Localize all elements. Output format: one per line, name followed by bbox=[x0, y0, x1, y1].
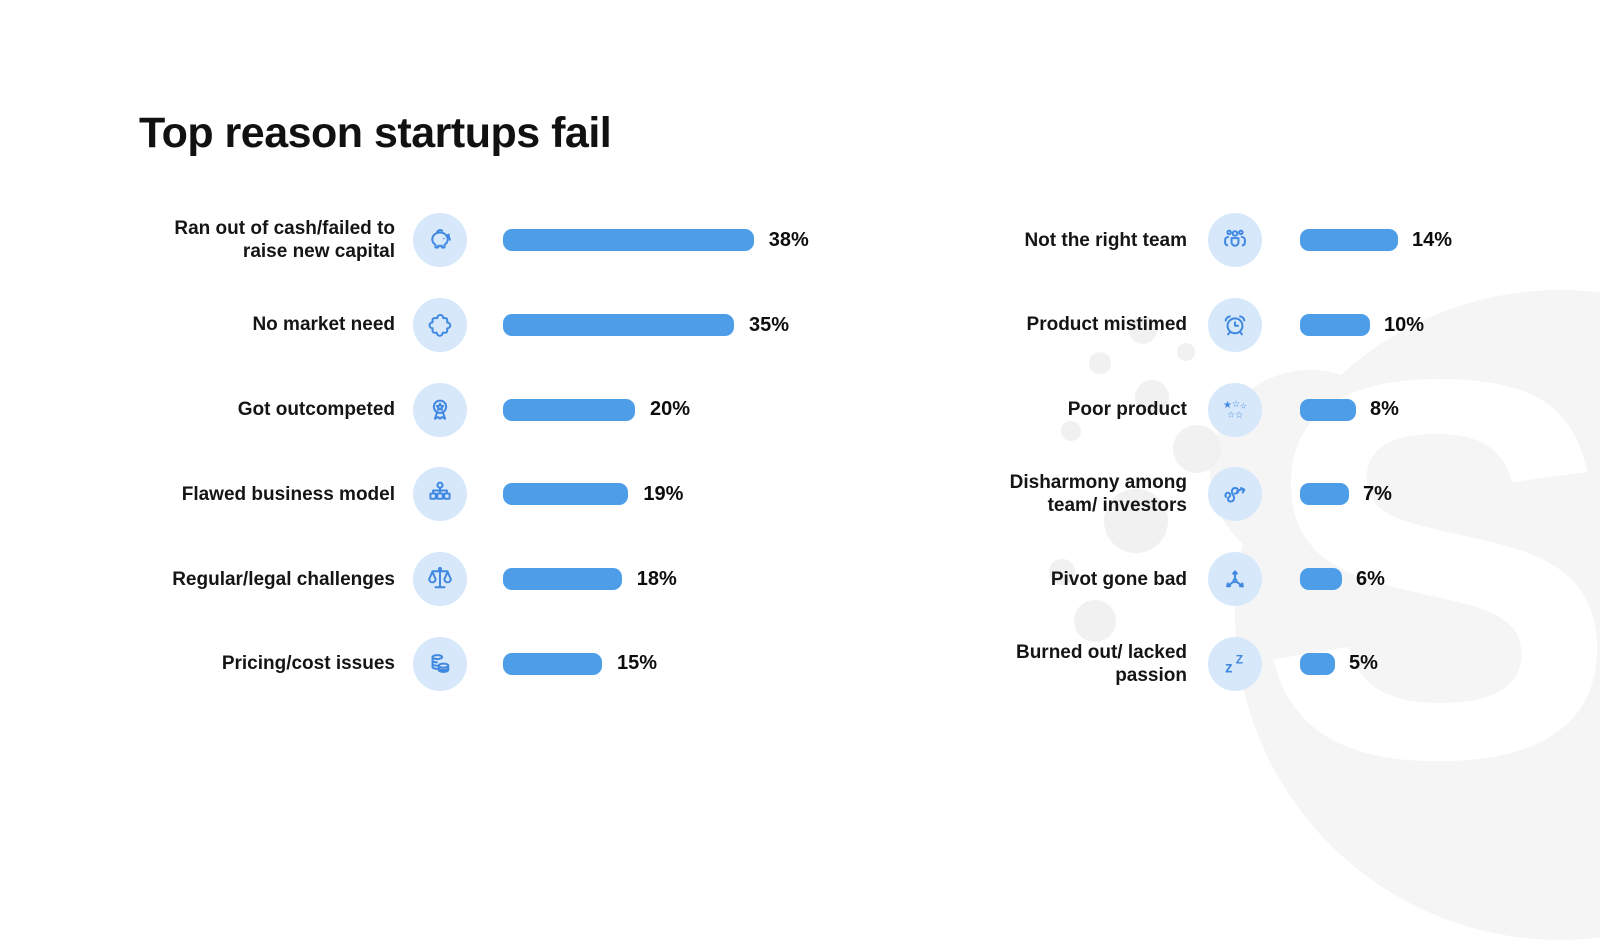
flowchart-icon bbox=[429, 482, 451, 501]
svg-text:☆: ☆ bbox=[1235, 410, 1243, 420]
reason-icon-circle bbox=[413, 636, 467, 691]
puzzle-piece-icon bbox=[428, 314, 452, 337]
reason-row: Ran out of cash/failed to raise new capi… bbox=[125, 198, 809, 283]
watermark-dot bbox=[1135, 380, 1169, 414]
value-label: 14% bbox=[1412, 228, 1453, 251]
reason-icon-circle bbox=[413, 467, 467, 522]
pivot-arrows-icon bbox=[1226, 570, 1244, 588]
watermark-dot bbox=[1104, 489, 1168, 553]
svg-text:★: ★ bbox=[1223, 400, 1232, 411]
reason-row: Product mistimed 10% bbox=[987, 283, 1452, 368]
reason-label: Regular/legal challenges bbox=[172, 568, 395, 590]
tangled-arrow-icon bbox=[1224, 487, 1246, 503]
reason-label: Product mistimed bbox=[1026, 314, 1187, 336]
reason-label: Flawed business model bbox=[181, 483, 395, 505]
value-label: 38% bbox=[768, 228, 809, 251]
watermark-dot bbox=[1089, 352, 1111, 374]
value-label: 8% bbox=[1370, 398, 1399, 421]
reason-row: Poor product ★ ☆ ☆ ☆ ☆ 8% bbox=[987, 367, 1452, 452]
value-bar bbox=[1300, 314, 1370, 337]
value-bar bbox=[503, 314, 734, 337]
reason-icon-circle bbox=[413, 382, 467, 437]
reason-row: Pricing/cost issues 15% bbox=[125, 621, 809, 706]
value-label: 15% bbox=[617, 652, 658, 675]
chart-column-left: Ran out of cash/failed to raise new capi… bbox=[125, 198, 809, 706]
reason-row: Got outcompeted 20% bbox=[125, 367, 809, 452]
chart-column-right: Not the right team 14% Product mistimed … bbox=[987, 198, 1452, 706]
svg-text:☆: ☆ bbox=[1227, 409, 1235, 419]
watermark-dot bbox=[1177, 343, 1195, 361]
reason-row: Pivot gone bad 6% bbox=[987, 537, 1452, 622]
reason-label: Ran out of cash/failed to raise new capi… bbox=[174, 218, 395, 263]
reason-icon-circle bbox=[1208, 467, 1262, 522]
svg-text:z: z bbox=[1225, 659, 1233, 676]
reason-row: Flawed business model 19% bbox=[125, 452, 809, 537]
value-label: 7% bbox=[1363, 482, 1392, 505]
watermark-dot bbox=[1061, 421, 1081, 441]
team-icon bbox=[1224, 230, 1246, 248]
value-bar bbox=[503, 652, 602, 675]
reason-label: No market need bbox=[252, 314, 395, 336]
stars-icon: ★ ☆ ☆☆ ☆ bbox=[1223, 399, 1247, 420]
alarm-clock-icon bbox=[1224, 315, 1246, 336]
value-bar bbox=[1300, 229, 1398, 252]
reason-icon-circle bbox=[1208, 213, 1262, 268]
value-bar bbox=[1300, 398, 1356, 421]
svg-text:☆: ☆ bbox=[1240, 401, 1247, 410]
reason-icon-circle bbox=[413, 298, 467, 353]
svg-text:☆: ☆ bbox=[1232, 399, 1240, 409]
value-label: 20% bbox=[650, 398, 691, 421]
value-label: 5% bbox=[1349, 652, 1378, 675]
value-bar bbox=[503, 398, 635, 421]
coins-icon bbox=[431, 653, 450, 673]
reason-label: Pricing/cost issues bbox=[221, 653, 395, 675]
page-title: Top reason startups fail bbox=[139, 108, 612, 157]
watermark-dot bbox=[1074, 600, 1116, 642]
scales-icon bbox=[428, 567, 452, 589]
value-label: 10% bbox=[1384, 313, 1425, 336]
value-label: 18% bbox=[636, 567, 677, 590]
reason-icon-circle: ★ ☆ ☆ ☆ ☆ bbox=[1208, 382, 1262, 437]
value-bar bbox=[1300, 652, 1335, 675]
award-medal-icon bbox=[432, 399, 448, 420]
watermark-dot bbox=[1129, 316, 1157, 344]
value-label: 6% bbox=[1356, 567, 1385, 590]
svg-text:Z: Z bbox=[1236, 653, 1243, 667]
reason-row: Regular/legal challenges 18% bbox=[125, 537, 809, 622]
reason-label: Not the right team bbox=[1024, 229, 1187, 251]
reason-icon-circle bbox=[1208, 552, 1262, 607]
value-bar bbox=[503, 483, 629, 506]
watermark-dot bbox=[1173, 425, 1221, 473]
reason-icon-circle bbox=[1208, 298, 1262, 353]
value-label: 19% bbox=[643, 482, 684, 505]
reason-label: Burned out/ lacked passion bbox=[1015, 641, 1187, 686]
value-bar bbox=[503, 229, 754, 252]
reason-icon-circle bbox=[413, 552, 467, 607]
reason-row: Disharmony among team/ investors 7% bbox=[987, 452, 1452, 537]
watermark-dot bbox=[1049, 559, 1075, 585]
value-bar bbox=[503, 568, 622, 591]
reason-row: Not the right team 14% bbox=[987, 198, 1452, 283]
reason-label: Disharmony among team/ investors bbox=[1009, 472, 1187, 517]
reason-icon-circle bbox=[413, 213, 467, 268]
value-bar bbox=[1300, 568, 1342, 591]
piggy-bank-icon bbox=[431, 229, 451, 249]
reason-label: Poor product bbox=[1067, 399, 1187, 421]
reason-label: Got outcompeted bbox=[237, 399, 395, 421]
reason-label: Pivot gone bad bbox=[1050, 568, 1187, 590]
reason-row: No market need 35% bbox=[125, 283, 809, 368]
value-label: 35% bbox=[749, 313, 790, 336]
value-bar bbox=[1300, 483, 1349, 506]
